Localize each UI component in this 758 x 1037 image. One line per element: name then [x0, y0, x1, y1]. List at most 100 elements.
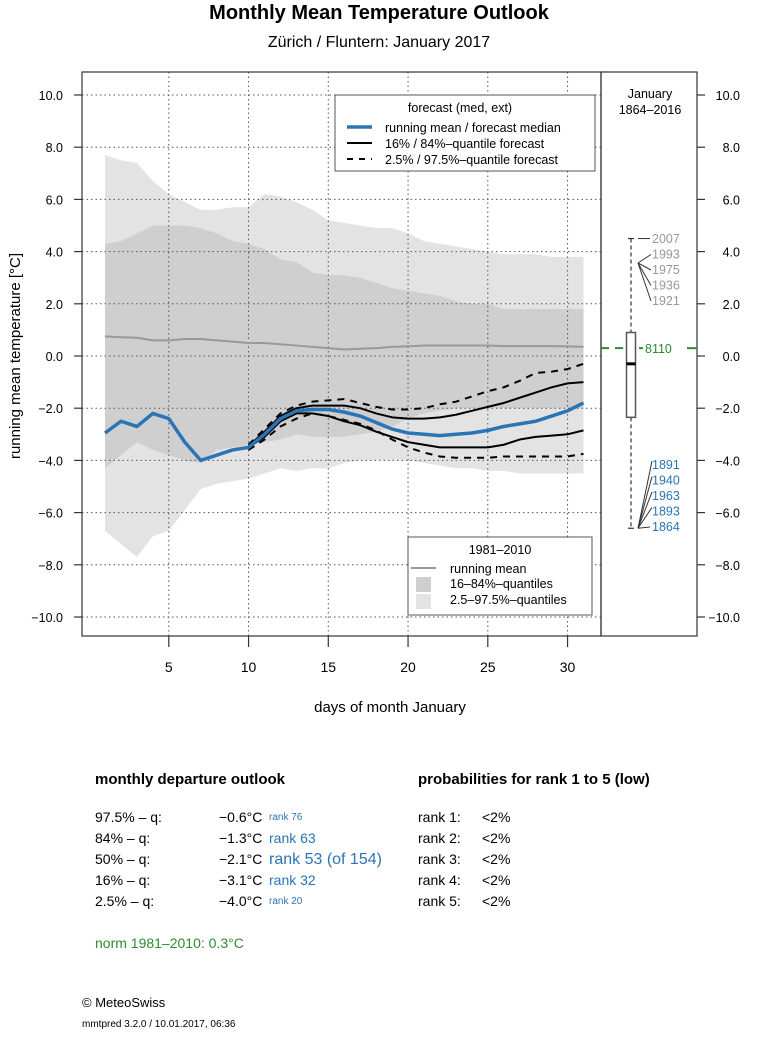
warm-year-label: 1936: [652, 279, 680, 293]
x-tick-label: 5: [165, 659, 173, 675]
quantile-label: 50% – q:: [95, 851, 151, 867]
warm-year-connector: [637, 262, 652, 302]
climatology-side-panel: January 1864–2016 8110200719931975193619…: [601, 87, 697, 534]
temperature-chart: 10.0 8.0 6.0 4.0 2.0 0.0 −2.0 −4.0 −6.0 −8.0 −10.0…: [7, 71, 740, 716]
legend-band-16-84-swatch: [416, 577, 431, 592]
departure-row: 97.5% – q: −0.6°C rank 76: [95, 807, 415, 828]
x-axis-label: days of month January: [314, 699, 466, 716]
y-tick-label-right: 2.0: [723, 298, 740, 312]
departure-title: monthly departure outlook: [95, 771, 286, 788]
quantile-label: 84% – q:: [95, 830, 151, 846]
y-tick-label-right: −2.0: [715, 402, 740, 416]
y-tick-label-right: −4.0: [715, 454, 740, 468]
y-tick-label-left: 4.0: [46, 246, 63, 260]
cold-year-label: 1864: [652, 520, 680, 534]
cold-year-label: 1891: [652, 458, 680, 472]
x-axis: 5 10 15 20 25 30: [165, 636, 576, 675]
rank-probability: <2%: [482, 809, 511, 825]
x-tick-label: 20: [400, 659, 416, 675]
y-tick-label-left: 8.0: [46, 141, 63, 155]
legend-climate-title: 1981–2010: [469, 543, 532, 557]
quantile-rank: rank 76: [269, 812, 303, 823]
forecast-q16-line: [248, 412, 584, 449]
warm-year-label: 1921: [652, 294, 680, 308]
warm-year-connector: [637, 254, 652, 264]
probabilities-table: rank 1: <2% rank 2: <2% rank 3: <2% rank…: [418, 807, 618, 912]
warm-year-label: 2007: [652, 232, 680, 246]
legend-forecast-entry: 2.5% / 97.5%–quantile forecast: [385, 153, 559, 167]
series-lines: [103, 335, 585, 463]
rank-label: rank 2:: [418, 830, 461, 846]
cold-year-connector: [637, 460, 653, 529]
rank-label: rank 1:: [418, 809, 461, 825]
probability-row: rank 2: <2%: [418, 828, 618, 849]
cold-year-label: 1893: [652, 505, 680, 519]
quantile-value: −2.1°C: [219, 851, 263, 867]
legend-forecast: forecast (med, ext) running mean / forec…: [334, 94, 596, 172]
legend-climate: 1981–2010 running mean 16–84%–quantiles …: [407, 536, 593, 616]
side-panel-title: January: [628, 87, 673, 101]
x-tick-label: 15: [321, 659, 337, 675]
y-tick-label-left: −10.0: [31, 611, 63, 625]
quantile-rank: rank 32: [269, 872, 316, 888]
rank-probability: <2%: [482, 851, 511, 867]
warm-year-connector: [637, 262, 652, 271]
probability-row: rank 5: <2%: [418, 891, 618, 912]
probability-row: rank 4: <2%: [418, 870, 618, 891]
x-tick-label: 30: [560, 659, 576, 675]
quantile-rank: rank 63: [269, 830, 316, 846]
cold-year-label: 1963: [652, 489, 680, 503]
rank-probability: <2%: [482, 893, 511, 909]
quantile-rank: rank 20: [269, 896, 303, 907]
cold-year-connector: [637, 526, 651, 529]
y-tick-label-left: −6.0: [38, 507, 63, 521]
rank-label: rank 5:: [418, 893, 461, 909]
quantile-value: −1.3°C: [219, 830, 263, 846]
cold-year-connector: [637, 507, 653, 529]
rank-probability: <2%: [482, 872, 511, 888]
norm-label: 8110: [645, 342, 672, 356]
quantile-label: 97.5% – q:: [95, 809, 162, 825]
band-16-84: [105, 225, 584, 469]
y-tick-label-left: 10.0: [39, 89, 63, 103]
cold-year-connector: [637, 491, 653, 529]
departure-table: 97.5% – q: −0.6°C rank 76 84% – q: −1.3°…: [95, 807, 415, 912]
forecast-q84-line: [247, 381, 584, 447]
norm-text: norm 1981–2010: 0.3°C: [95, 935, 244, 951]
y-tick-label-left: 0.0: [46, 350, 63, 364]
chart-subtitle: Zürich / Fluntern: January 2017: [267, 34, 491, 51]
quantile-label: 16% – q:: [95, 872, 151, 888]
y-tick-label-right: 10.0: [716, 89, 740, 103]
warm-year-connector: [637, 262, 652, 286]
departure-row: 84% – q: −1.3°C rank 63: [95, 828, 415, 849]
quantile-value: −4.0°C: [219, 893, 263, 909]
departure-row: 50% – q: −2.1°C rank 53 (of 154): [95, 849, 415, 870]
y-tick-label-left: 6.0: [46, 193, 63, 207]
y-tick-label-right: −8.0: [715, 559, 740, 573]
quantile-label: 2.5% – q:: [95, 893, 155, 909]
legend-climate-entry: 2.5–97.5%–quantiles: [450, 593, 567, 607]
probability-row: rank 1: <2%: [418, 807, 618, 828]
warm-year-label: 1993: [652, 248, 680, 262]
quantile-rank: rank 53 (of 154): [269, 851, 382, 868]
x-tick-label: 25: [480, 659, 496, 675]
legend-climate-entry: 16–84%–quantiles: [450, 577, 553, 591]
forecast-q97-5-line: [247, 362, 584, 446]
y-tick-label-right: 8.0: [723, 141, 740, 155]
boxplot-box: [625, 331, 637, 419]
cold-year-connector: [637, 476, 653, 529]
y-tick-label-left: −4.0: [38, 454, 63, 468]
forecast-q2-5-line: [248, 412, 584, 459]
chart-title: Monthly Mean Temperature Outlook: [209, 2, 549, 24]
y-tick-label-left: −8.0: [38, 559, 63, 573]
legend-climate-entry: running mean: [450, 562, 526, 576]
warm-year-label: 1975: [652, 263, 680, 277]
probabilities-title: probabilities for rank 1 to 5 (low): [418, 771, 650, 788]
probability-row: rank 3: <2%: [418, 849, 618, 870]
departure-row: 2.5% – q: −4.0°C rank 20: [95, 891, 415, 912]
legend-forecast-entry: running mean / forecast median: [385, 121, 561, 135]
y-tick-label-right: −10.0: [708, 611, 740, 625]
y-tick-label-right: 0.0: [723, 350, 740, 364]
y-axis-label: running mean temperature [°C]: [7, 253, 24, 459]
version-info: mmtpred 3.2.0 / 10.01.2017, 06:36: [82, 1019, 236, 1030]
